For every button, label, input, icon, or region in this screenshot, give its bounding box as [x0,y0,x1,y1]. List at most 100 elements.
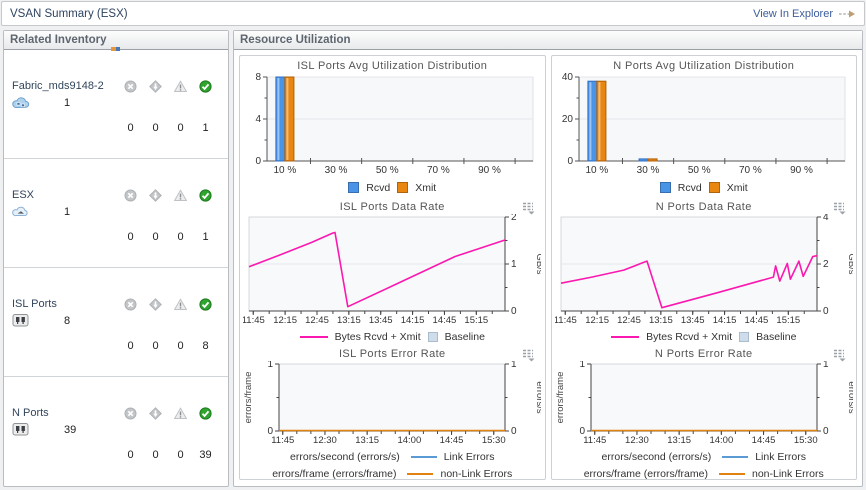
warning-count[interactable]: 0 [177,230,184,243]
chart-legend: Bytes Rcvd + Xmit Baseline [554,328,855,345]
chart-options-icon[interactable] [522,201,536,215]
critical-icon [149,80,162,93]
chart-canvas[interactable]: 0 20 40 10 % 30 % 50 % 70 % 90 % [554,72,855,179]
svg-text:1: 1 [268,361,274,370]
inventory-item-count[interactable]: 39 [64,423,77,436]
svg-text:13:15: 13:15 [337,315,361,325]
fatal-icon [124,189,137,202]
svg-text:50 %: 50 % [688,165,711,176]
critical-count[interactable]: 0 [152,121,159,134]
svg-text:20: 20 [562,114,574,125]
fatal-count[interactable]: 0 [127,448,134,461]
inventory-row: ESX 1 0 0 0 1 [4,158,228,267]
legend-swatch-square [427,331,438,342]
legend-swatch-bar [348,182,360,193]
svg-text:2: 2 [823,259,829,270]
warning-count[interactable]: 0 [177,339,184,352]
normal-count[interactable]: 1 [202,230,209,243]
legend-label: Baseline [756,330,797,343]
resource-utilization-header: Resource Utilization [234,31,862,50]
esx-icon [12,206,28,217]
svg-text:0: 0 [579,426,585,437]
normal-icon [199,80,212,93]
svg-text:errors/frame: errors/frame [555,372,566,424]
critical-icon [149,189,162,202]
svg-text:0: 0 [823,306,829,317]
critical-count[interactable]: 0 [152,230,159,243]
fatal-count[interactable]: 0 [127,121,134,134]
legend-unit-label: errors/frame (errors/frame) [272,467,397,480]
critical-count[interactable]: 0 [152,339,159,352]
normal-count[interactable]: 1 [202,121,209,134]
svg-text:1: 1 [511,259,517,270]
fatal-count[interactable]: 0 [127,339,134,352]
inventory-rows: Fabric_mds9148-2 1 0 0 0 1 ESX 1 0 0 0 1 ISL Ports 8 0… [4,50,228,485]
inventory-item-label[interactable]: ESX [12,189,35,201]
svg-text:GB/s: GB/s [846,253,853,274]
svg-text:0: 0 [567,156,573,167]
warning-icon [174,189,187,201]
svg-text:12:30: 12:30 [313,435,337,445]
chart-legend: Rcvd Xmit [242,179,543,196]
legend-unit-label: errors/second (errors/s) [601,450,712,463]
chart-legend: errors/second (errors/s) Link Errors error… [242,448,543,480]
related-inventory-panel: Related Inventory Fabric_mds9148-2 1 0 0 0 1 E… [3,30,229,487]
isl-data-rate-chart: ISL Ports Data Rate 0 1 2 GB/s 11:45 12:15 12:… [242,198,545,345]
legend-label: non-Link Errors [440,467,513,480]
normal-count[interactable]: 39 [199,448,212,461]
svg-text:70 %: 70 % [427,165,450,176]
svg-text:15:30: 15:30 [482,435,506,445]
legend-unit-label: errors/second (errors/s) [290,450,400,463]
chart-canvas[interactable]: 0 4 8 10 % 30 % 50 % 70 % 90 % [242,72,543,179]
fatal-count[interactable]: 0 [127,230,134,243]
chart-options-icon[interactable] [522,348,536,362]
title-bar: VSAN Summary (ESX) View In Explorer [1,1,865,26]
svg-text:50 %: 50 % [376,165,399,176]
inventory-item-count[interactable]: 1 [64,96,71,109]
chart-legend: Rcvd Xmit [554,179,855,196]
chart-options-icon[interactable] [833,348,847,362]
legend-swatch-line [718,472,745,475]
inventory-item-label[interactable]: Fabric_mds9148-2 [12,80,104,92]
normal-icon [199,407,212,420]
svg-text:0: 0 [511,426,517,437]
port-icon [12,314,29,327]
chart-canvas[interactable]: 0 1 2 GB/s 11:45 12:15 12:45 13:15 13:45 14:15 14:… [242,212,545,328]
normal-count[interactable]: 8 [202,339,209,352]
chart-canvas[interactable]: 0 1 errors/s 0 1 errors/frame 11:45 12:30 13:15 1… [554,359,856,448]
svg-text:0: 0 [268,426,274,437]
legend-swatch-square [739,331,750,342]
svg-text:13:45: 13:45 [369,315,393,325]
legend-label: Xmit [415,181,437,194]
inventory-item-label[interactable]: ISL Ports [12,298,57,310]
chart-title: N Ports Data Rate [655,201,752,213]
inventory-item-count[interactable]: 1 [64,205,71,218]
view-in-explorer-link[interactable]: View In Explorer [753,8,856,20]
svg-text:8: 8 [256,73,262,83]
svg-text:11:45: 11:45 [243,315,265,325]
warning-icon [174,298,187,310]
inventory-item-count[interactable]: 8 [64,314,71,327]
chart-title: ISL Ports Avg Utilization Distribution [297,60,488,72]
legend-label: Link Errors [443,450,495,463]
chart-options-icon[interactable] [833,201,847,215]
warning-count[interactable]: 0 [177,121,184,134]
svg-text:70 %: 70 % [739,165,762,176]
inventory-item-label[interactable]: N Ports [12,407,49,419]
normal-icon [199,189,212,202]
warning-count[interactable]: 0 [177,448,184,461]
svg-text:12:45: 12:45 [305,315,329,325]
svg-text:12:15: 12:15 [585,315,609,325]
related-inventory-header: Related Inventory [4,31,228,51]
svg-text:errors/frame: errors/frame [243,372,254,424]
svg-text:14:45: 14:45 [751,435,775,445]
legend-label: Bytes Rcvd + Xmit [334,330,421,343]
panel-collapse-handle[interactable] [111,47,120,51]
legend-unit-label: errors/frame (errors/frame) [583,467,708,480]
svg-text:14:45: 14:45 [433,315,457,325]
svg-text:4: 4 [256,114,262,125]
critical-count[interactable]: 0 [152,448,159,461]
svg-text:10 %: 10 % [274,165,297,176]
chart-canvas[interactable]: 0 2 4 GB/s 11:45 12:15 12:45 13:15 13:45 14:15 14:… [553,212,856,328]
chart-canvas[interactable]: 0 1 errors/s 0 1 errors/frame 11:45 12:30 13:15 1… [242,359,544,448]
